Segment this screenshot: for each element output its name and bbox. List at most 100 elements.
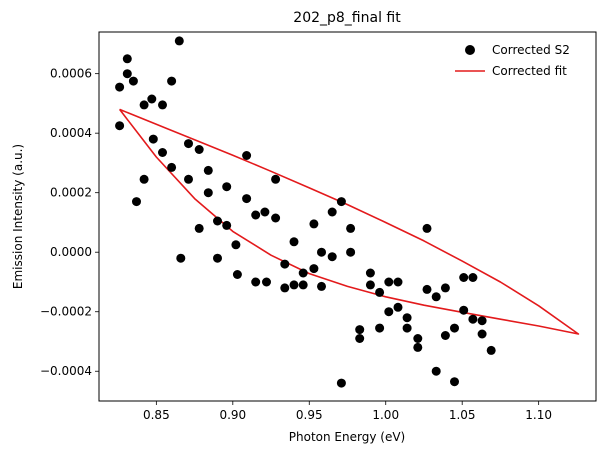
data-point [213,253,222,263]
data-point [222,182,232,192]
y-tick-label: −0.0002 [40,305,92,319]
data-point [459,305,469,315]
data-point [271,174,281,184]
legend-label-scatter: Corrected S2 [492,43,570,57]
data-point [375,323,385,333]
data-point [260,207,270,217]
y-tick-label: −0.0004 [40,364,92,378]
data-point [289,280,299,290]
data-point [327,252,337,262]
data-point [176,253,186,263]
data-point [431,366,441,376]
data-point [115,121,125,131]
data-point [271,213,281,223]
data-point [213,216,222,226]
data-point [232,270,242,279]
data-point [251,210,261,220]
data-point [194,145,204,154]
data-point [251,277,261,287]
data-point [450,377,459,387]
data-point [365,280,375,290]
x-tick-label: 1.05 [449,408,476,422]
y-tick-label: 0.0006 [50,67,92,81]
data-point [242,194,252,204]
data-point [336,378,346,388]
data-point [477,316,487,326]
data-point [184,139,193,149]
data-point [355,325,365,335]
data-point [128,76,138,86]
data-point [184,174,193,184]
data-point [375,287,385,297]
data-point [115,82,125,92]
data-point [309,264,319,274]
data-point [147,94,157,104]
x-tick-label: 1.00 [372,408,399,422]
data-point [393,277,403,287]
fit-line [118,108,580,335]
y-tick-label: 0.0000 [50,245,92,259]
data-point [280,283,290,293]
data-point [132,197,141,207]
chart-title: 202_p8_final fit [293,10,401,26]
data-point [139,100,149,110]
x-axis: 0.85 0.90 0.95 1.00 1.05 1.10 [143,401,552,422]
data-point [365,268,375,278]
data-point [384,277,394,287]
data-point [355,334,365,343]
data-point [384,307,394,317]
data-point [317,281,326,291]
y-axis: −0.0004 −0.0002 0.0000 0.0002 0.0004 0.0006 [40,67,99,378]
plot-frame [98,31,597,402]
x-axis-label: Photon Energy (eV) [289,430,405,444]
data-point [158,100,167,110]
data-point [393,302,403,312]
legend-label-line: Corrected fit [492,64,567,78]
data-point [413,334,423,343]
x-tick-label: 0.90 [219,408,246,422]
data-point [477,329,487,339]
data-point [413,342,423,352]
data-point [440,283,450,293]
data-point [346,247,356,257]
data-point [309,219,319,229]
data-point [222,220,232,230]
data-point [298,268,308,278]
data-point [402,313,412,323]
data-point [431,292,441,302]
data-point [280,259,290,269]
plot-area [98,31,597,402]
data-point [203,165,213,175]
data-point [139,174,149,184]
data-point [242,151,252,160]
y-axis-label: Emission Intensity (a.u.) [11,144,25,289]
data-point [203,188,213,198]
data-point [167,76,177,86]
data-point [298,280,308,290]
data-point [194,223,204,233]
data-point [327,207,337,217]
data-point [422,284,432,294]
data-point [317,247,326,257]
data-point [440,331,450,340]
data-point [336,197,346,207]
data-point [122,69,132,79]
data-point [422,223,432,233]
x-tick-label: 0.95 [296,408,323,422]
data-point [468,273,478,282]
data-point [174,36,184,46]
data-point [167,162,177,172]
x-tick-label: 0.85 [143,408,170,422]
data-point [231,240,241,250]
data-point [289,237,299,247]
data-point [450,323,459,333]
data-point [148,134,158,144]
legend: Corrected S2 Corrected fit [455,43,570,78]
y-tick-label: 0.0002 [50,186,92,200]
data-point [459,273,469,282]
legend-marker-scatter [465,45,475,55]
data-point [262,277,271,287]
data-point [402,323,412,333]
